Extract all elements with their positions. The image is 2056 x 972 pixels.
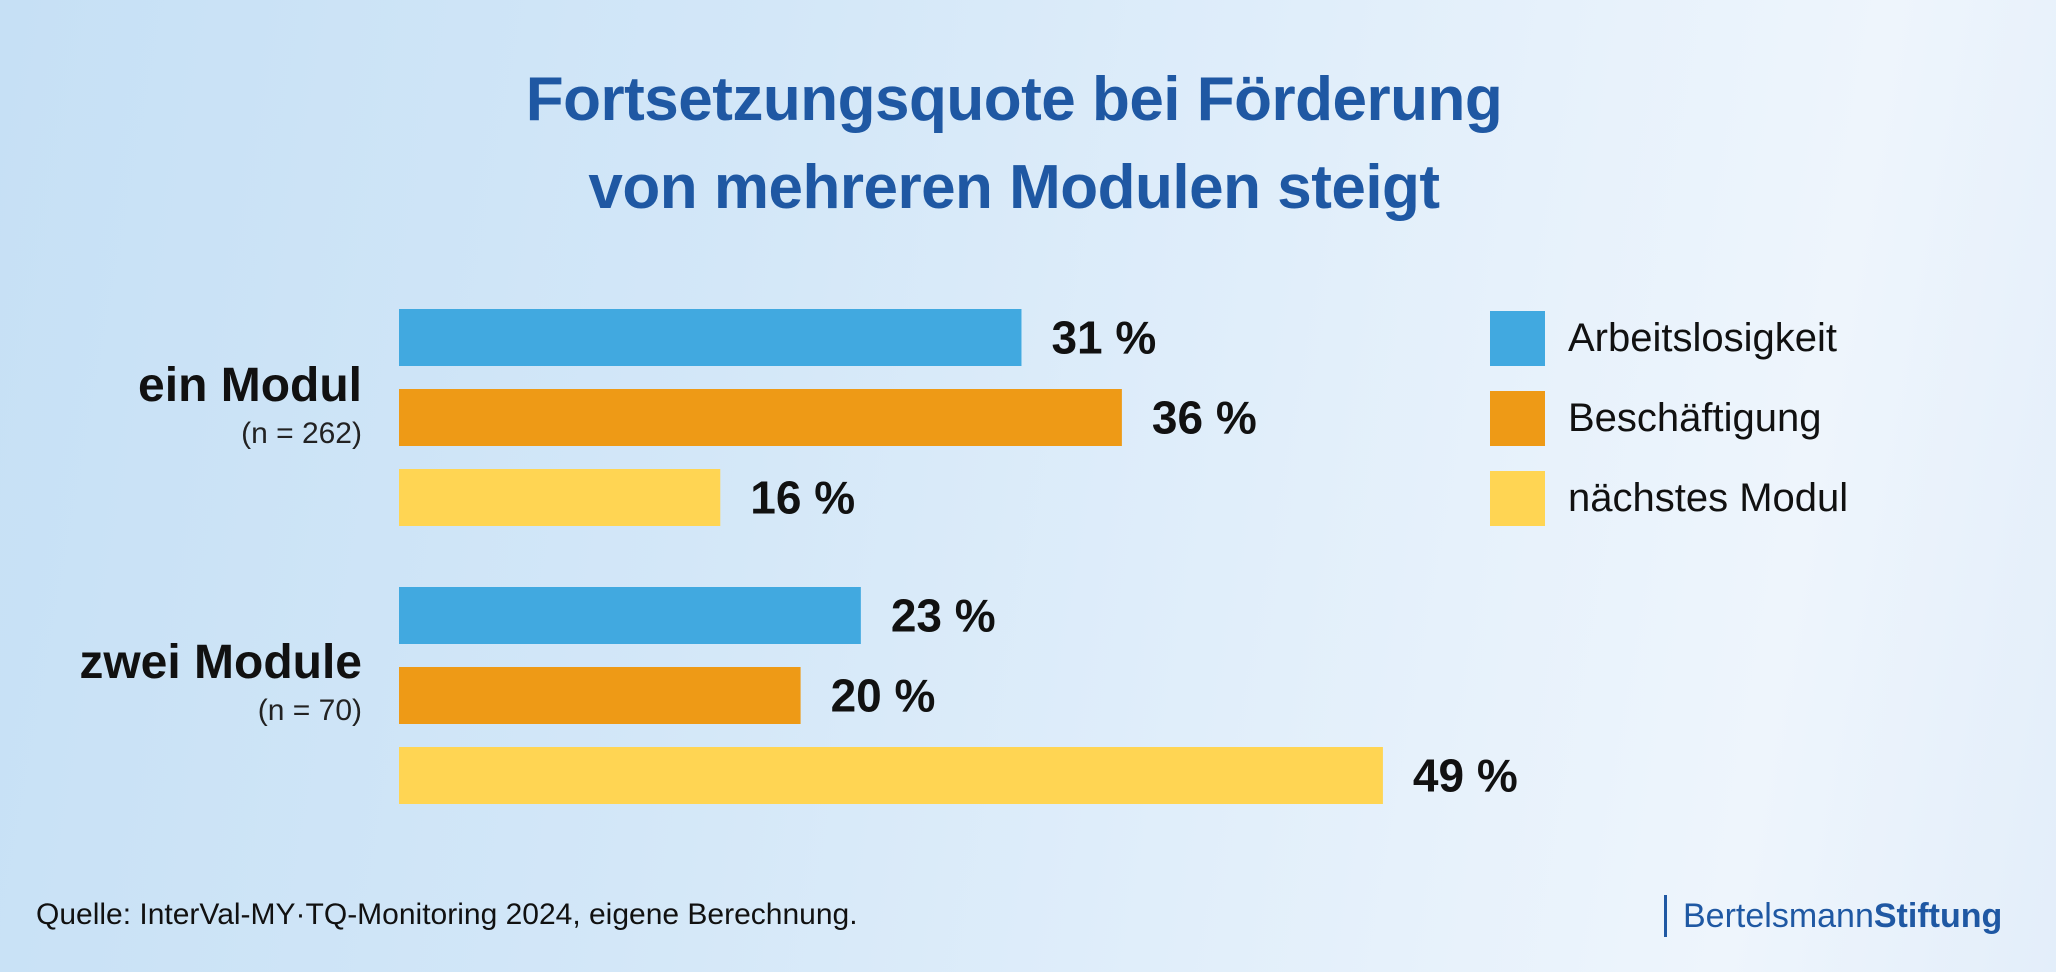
group-sample-size: (n = 70) [257, 694, 362, 727]
bar-value-label: 23 % [891, 590, 996, 642]
bar-zwei-module-2 [399, 747, 1383, 804]
bar-zwei-module-0 [399, 587, 861, 644]
logo-part-1: Bertelsmann [1683, 896, 1874, 935]
legend-label: Arbeitslosigkeit [1568, 316, 1838, 360]
chart-title: Fortsetzungsquote bei Förderung von mehr… [0, 56, 2028, 232]
legend-item-arbeitslosigkeit: Arbeitslosigkeit [1490, 311, 1848, 366]
bar-value-label: 31 % [1051, 312, 1156, 364]
bar-value-label: 49 % [1413, 750, 1518, 802]
bertelsmann-stiftung-logo: BertelsmannStiftung [1664, 894, 2002, 938]
bar-ein-modul-0 [399, 309, 1022, 366]
legend-label: nächstes Modul [1568, 476, 1849, 520]
bar-value-label: 20 % [831, 670, 936, 722]
legend-swatch [1490, 391, 1545, 446]
source-note: Quelle: InterVal-MY·TQ-Monitoring 2024, … [36, 898, 858, 931]
bar-value-label: 16 % [750, 472, 855, 524]
bar-value-label: 36 % [1152, 392, 1257, 444]
logo-divider [1664, 895, 1667, 937]
legend-swatch [1490, 471, 1545, 526]
legend-item-naechstes-modul: nächstes Modul [1490, 471, 1848, 526]
logo-text: BertelsmannStiftung [1683, 897, 2002, 936]
bar-ein-modul-2 [399, 469, 721, 526]
group-label-zwei-module: zwei Module (n = 70) [79, 635, 362, 728]
group-label-ein-modul: ein Modul (n = 262) [138, 358, 362, 451]
legend-item-beschaeftigung: Beschäftigung [1490, 391, 1848, 446]
group-name: zwei Module [79, 636, 362, 689]
group-name: ein Modul [138, 359, 362, 412]
bar-zwei-module-1 [399, 667, 801, 724]
legend-label: Beschäftigung [1568, 396, 1822, 440]
logo-part-2: Stiftung [1873, 896, 2003, 935]
bar-ein-modul-1 [399, 389, 1122, 446]
legend: Arbeitslosigkeit Beschäftigung nächstes … [1490, 311, 1848, 551]
title-line-1: Fortsetzungsquote bei Förderung [525, 65, 1503, 134]
legend-swatch [1490, 311, 1545, 366]
title-line-2: von mehreren Modulen steigt [588, 153, 1440, 222]
group-sample-size: (n = 262) [241, 417, 362, 450]
